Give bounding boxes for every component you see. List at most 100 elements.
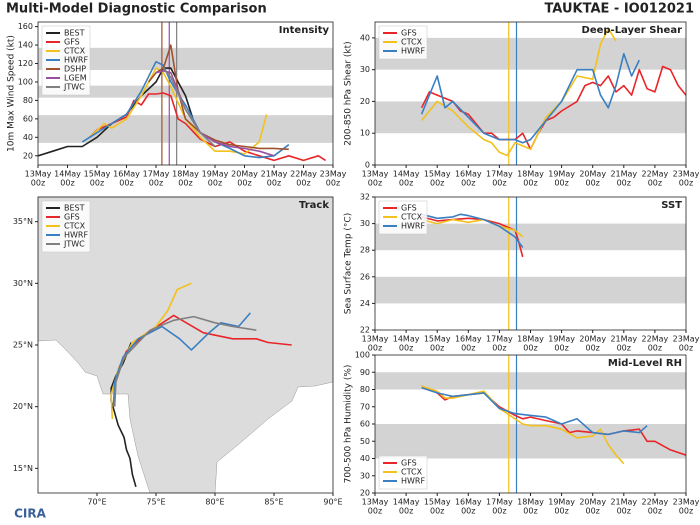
x-tick-label: 00z (523, 344, 537, 353)
x-tick-label: 00z (523, 507, 537, 516)
legend-label: CTCX (64, 222, 86, 231)
panel-title: Deep-Layer Shear (582, 25, 683, 36)
y-tick-label: 120 (18, 59, 33, 68)
x-tick-label: 00z (326, 179, 340, 188)
y-tick-label: 15°N (13, 464, 33, 473)
plot-area (375, 355, 686, 493)
x-tick-label: 20May (579, 170, 606, 179)
x-tick-label: 16May (455, 170, 482, 179)
x-tick-label: 00z (31, 179, 45, 188)
panel-title: Intensity (279, 25, 330, 36)
y-tick-label: 40 (23, 133, 33, 142)
legend-label: BEST (64, 29, 85, 38)
x-tick-label: 18May (517, 498, 544, 507)
legend-label: GFS (64, 213, 80, 222)
y-tick-label: 20 (360, 489, 370, 498)
panel-title: SST (661, 200, 682, 211)
x-tick-label: 22May (642, 498, 669, 507)
band (38, 47, 333, 70)
x-tick-label: 14May (393, 170, 420, 179)
legend-label: GFS (401, 29, 417, 38)
x-tick-label: 00z (554, 179, 568, 188)
x-tick-label: 18May (517, 335, 544, 344)
x-tick-label: 20May (579, 498, 606, 507)
y-tick-label: 70 (360, 402, 370, 411)
x-tick-label: 00z (119, 179, 133, 188)
x-tick-label: 00z (554, 507, 568, 516)
x-tick-label: 00z (679, 179, 693, 188)
y-tick-label: 80 (23, 96, 33, 105)
x-tick-label: 21May (610, 170, 637, 179)
series-line (162, 67, 216, 148)
page-title: Multi-Model Diagnostic Comparison (6, 2, 267, 17)
y-tick-label: 10 (360, 129, 370, 138)
y-tick-label: 22 (360, 326, 370, 335)
x-tick-label: 00z (430, 179, 444, 188)
series-line (421, 385, 625, 465)
y-tick-label: 35°N (13, 217, 33, 226)
x-tick-label: 00z (430, 507, 444, 516)
x-tick-label: 90°E (323, 498, 342, 507)
x-tick-label: 00z (648, 179, 662, 188)
frame (374, 196, 687, 331)
y-tick-label: 40 (360, 454, 370, 463)
y-tick-label: 26 (360, 272, 370, 281)
x-tick-label: 00z (399, 179, 413, 188)
y-tick-label: 20 (360, 97, 370, 106)
x-tick-label: 23May (673, 498, 700, 507)
x-tick-label: 15May (424, 498, 451, 507)
series-line (113, 315, 257, 407)
y-tick-label: 60 (23, 114, 33, 123)
x-tick-label: 00z (178, 179, 192, 188)
legend-label: CTCX (401, 468, 423, 477)
x-tick-label: 00z (90, 179, 104, 188)
legend-label: GFS (64, 38, 80, 47)
y-tick-label: 30 (360, 219, 370, 228)
x-tick-label: 85°E (264, 498, 283, 507)
x-tick-label: 00z (554, 344, 568, 353)
legend-label: BEST (64, 204, 85, 213)
x-tick-label: 14May (393, 498, 420, 507)
x-tick-label: 14May (393, 335, 420, 344)
x-tick-label: 17May (486, 335, 513, 344)
y-axis-label: Sea Surface Temp (°C) (344, 213, 354, 314)
x-tick-label: 00z (237, 179, 251, 188)
plot-area (110, 282, 292, 488)
x-tick-label: 00z (368, 507, 382, 516)
x-tick-label: 00z (617, 179, 631, 188)
x-tick-label: 00z (149, 179, 163, 188)
y-tick-label: 160 (18, 22, 33, 31)
x-tick-label: 00z (617, 507, 631, 516)
y-tick-label: 50 (360, 437, 370, 446)
frame (37, 196, 334, 494)
x-tick-label: 18May (517, 170, 544, 179)
x-tick-label: 20May (579, 335, 606, 344)
y-tick-label: 30 (360, 471, 370, 480)
y-tick-label: 40 (360, 33, 370, 42)
x-tick-label: 70°E (87, 498, 106, 507)
series-line (421, 387, 648, 436)
x-tick-label: 17May (486, 498, 513, 507)
x-tick-label: 17May (486, 170, 513, 179)
x-tick-label: 19May (548, 335, 575, 344)
legend-label: LGEM (64, 74, 87, 83)
y-axis-label: 10m Max Wind Speed (kt) (7, 35, 17, 152)
legend-label: CTCX (64, 47, 86, 56)
y-tick-label: 28 (360, 246, 370, 255)
y-tick-label: 140 (18, 41, 33, 50)
y-tick-label: 60 (360, 420, 370, 429)
y-tick-label: 80 (360, 385, 370, 394)
x-tick-label: 13May (362, 170, 389, 179)
x-tick-label: 00z (368, 179, 382, 188)
series-line (421, 218, 524, 238)
y-tick-label: 32 (360, 193, 370, 202)
legend-label: GFS (401, 204, 417, 213)
y-tick-label: 24 (360, 299, 370, 308)
x-tick-label: 00z (368, 344, 382, 353)
y-axis-label: 700-500 hPa Humidity (%) (344, 365, 354, 484)
storm-id: TAUKTAE - IO012021 (544, 2, 694, 17)
x-tick-label: 00z (492, 344, 506, 353)
y-tick-label: 30°N (13, 279, 33, 288)
x-tick-label: 00z (523, 179, 537, 188)
